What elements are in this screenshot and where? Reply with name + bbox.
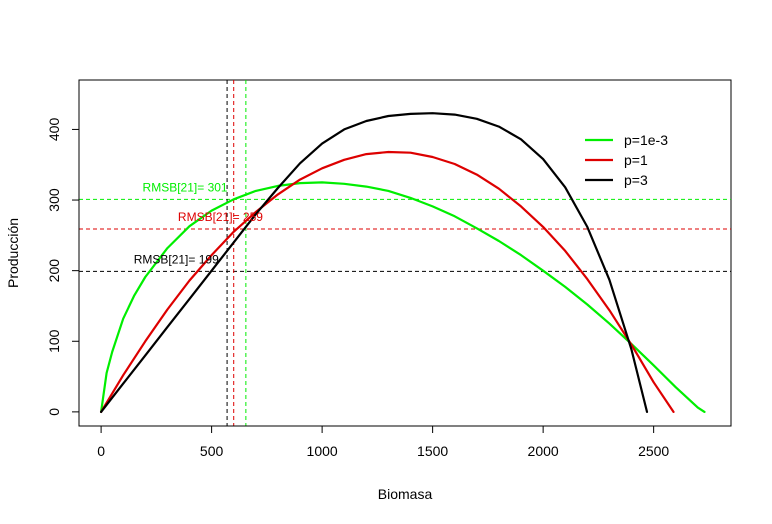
x-tick-label: 2500	[638, 443, 669, 459]
hline-label-1: RMSB[21]= 259	[178, 210, 263, 224]
y-tick-label: 400	[46, 118, 62, 142]
x-axis-label: Biomasa	[378, 486, 433, 502]
y-tick-label: 300	[46, 188, 62, 212]
series-lines	[99, 112, 706, 413]
x-tick-label: 1500	[417, 443, 448, 459]
y-axis: 0 100 200 300 400	[46, 118, 80, 416]
y-tick-label: 0	[46, 408, 62, 416]
legend-label-0: p=1e-3	[624, 132, 668, 148]
series-line-1	[99, 150, 675, 413]
y-axis-label: Producción	[5, 218, 21, 288]
x-axis: 0 500 1000 1500 2000 2500	[97, 425, 669, 459]
x-tick-label: 0	[97, 443, 105, 459]
y-tick-label: 100	[46, 329, 62, 353]
y-tick-label: 200	[46, 259, 62, 283]
x-tick-label: 1000	[307, 443, 338, 459]
reference-vlines	[226, 80, 247, 426]
series-line-0	[99, 181, 706, 413]
legend-label-1: p=1	[624, 152, 648, 168]
series-line-2	[99, 112, 649, 413]
legend-label-2: p=3	[624, 172, 648, 188]
reference-labels: RMSB[21]= 301 RMSB[21]= 259 RMSB[21]= 199	[134, 180, 264, 266]
hline-label-0: RMSB[21]= 301	[143, 180, 228, 194]
hline-label-2: RMSB[21]= 199	[134, 252, 219, 266]
x-tick-label: 2000	[528, 443, 559, 459]
legend: p=1e-3 p=1 p=3	[585, 132, 668, 188]
x-tick-label: 500	[200, 443, 224, 459]
